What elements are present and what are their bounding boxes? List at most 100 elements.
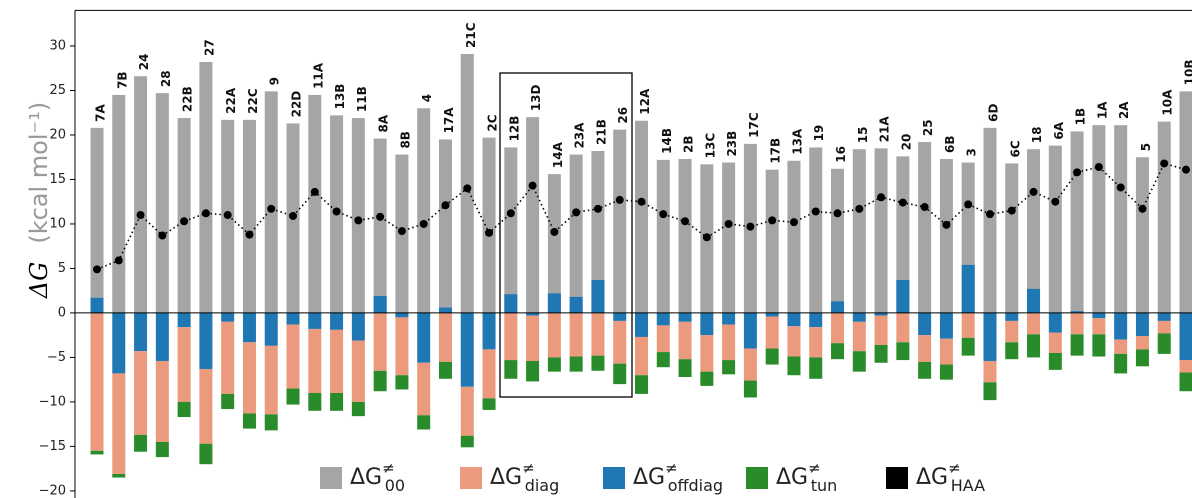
haa-point	[93, 265, 101, 274]
bar-segment	[134, 434, 148, 452]
category-label: 26	[616, 107, 630, 124]
haa-point	[1138, 204, 1147, 213]
legend-symbol: ΔG	[633, 465, 665, 490]
bar-segment	[504, 360, 518, 379]
category-label: 20	[899, 134, 913, 151]
bar-segment	[112, 473, 126, 478]
category-label: 22D	[290, 91, 304, 118]
bar-segment	[635, 120, 648, 313]
haa-point	[920, 203, 929, 212]
bar-segment	[395, 375, 409, 390]
highlight-box	[499, 72, 633, 398]
bar-segment	[569, 356, 583, 372]
legend-sup: ≠	[382, 459, 395, 477]
bar-segment	[678, 359, 692, 377]
bar-segment	[1114, 312, 1128, 340]
bar-segment	[1070, 312, 1084, 335]
bar-segment	[1114, 125, 1128, 313]
bar-segment	[918, 142, 932, 313]
bar-segment	[177, 118, 191, 313]
category-label: 13C	[703, 133, 717, 159]
y-tick-label: 20	[49, 127, 66, 142]
bar-segment	[765, 348, 779, 365]
bar-segment	[1092, 312, 1106, 319]
y-tick-label: 10	[49, 216, 66, 231]
category-label: 18	[1030, 127, 1044, 144]
y-tick-label: −20	[39, 483, 66, 498]
category-label: 21B	[594, 119, 608, 145]
bar-segment	[177, 312, 191, 328]
bar-segment	[112, 94, 126, 313]
category-label: 16	[834, 146, 848, 163]
category-label: 15	[856, 127, 870, 144]
y-tick-label: 5	[58, 261, 66, 276]
bar-segment	[264, 414, 278, 431]
bar-segment	[939, 338, 953, 365]
bar-segment	[155, 93, 169, 313]
bar-segment	[918, 312, 932, 336]
haa-point	[506, 209, 515, 218]
legend-sup: ≠	[948, 459, 961, 477]
category-label: 22C	[246, 88, 260, 114]
bar-segment	[961, 337, 975, 356]
bar-segment	[1135, 336, 1149, 350]
bar-segment	[460, 312, 474, 387]
bar-segment	[809, 147, 823, 313]
haa-point	[1094, 163, 1103, 172]
haa-point	[898, 198, 907, 207]
bar-segment	[613, 129, 627, 313]
bar-segment	[939, 158, 953, 313]
haa-point	[572, 208, 581, 217]
bar-segment	[765, 312, 779, 317]
bar-segment	[1048, 145, 1062, 313]
bar-segment	[787, 326, 801, 357]
bar-segment	[438, 312, 452, 362]
bar-segment	[1005, 342, 1019, 360]
category-label: 27	[202, 39, 216, 56]
legend-label: ΔG≠ diag	[490, 459, 559, 495]
bar-segment	[1005, 320, 1019, 343]
bar-segment	[939, 312, 953, 339]
bar-segment	[896, 156, 910, 313]
category-label: 13D	[529, 84, 543, 111]
bar-segment	[221, 393, 235, 410]
bar-segment	[547, 312, 561, 358]
bar-segment	[526, 312, 540, 316]
legend-sup: ≠	[522, 459, 535, 477]
category-label: 21A	[878, 116, 892, 143]
haa-point	[833, 209, 842, 218]
bar-segment	[242, 413, 256, 429]
bar-segment	[983, 360, 997, 383]
bar-segment	[417, 415, 431, 430]
bar-segment	[635, 312, 648, 337]
bar-segment	[308, 312, 322, 329]
legend-sub: offdiag	[668, 476, 723, 495]
bar-segment	[112, 373, 126, 474]
haa-point	[419, 219, 428, 228]
haa-point	[1116, 183, 1125, 192]
bar-segment	[722, 312, 736, 325]
bar-segment	[787, 160, 801, 313]
category-label: 1B	[1074, 108, 1088, 126]
bar-segment	[656, 325, 670, 353]
bar-segment	[591, 280, 605, 313]
haa-point	[637, 197, 646, 206]
bar-segment	[330, 393, 344, 411]
bar-segment	[852, 312, 866, 322]
category-label: 23A	[573, 122, 587, 149]
bar-segment	[569, 296, 583, 313]
bar-segment	[743, 380, 757, 398]
bar-segment	[1048, 332, 1062, 353]
bar-segment	[1027, 334, 1041, 358]
bar-segment	[874, 315, 888, 345]
haa-point	[964, 200, 973, 209]
haa-point	[681, 217, 690, 226]
category-label: 11B	[355, 86, 369, 112]
bar-segment	[504, 294, 518, 313]
bar-segment	[373, 138, 387, 313]
y-tick-label: −5	[47, 350, 66, 365]
category-label: 2C	[486, 114, 500, 131]
haa-point	[136, 211, 145, 220]
bar-segment	[526, 360, 540, 382]
haa-point	[376, 212, 385, 221]
